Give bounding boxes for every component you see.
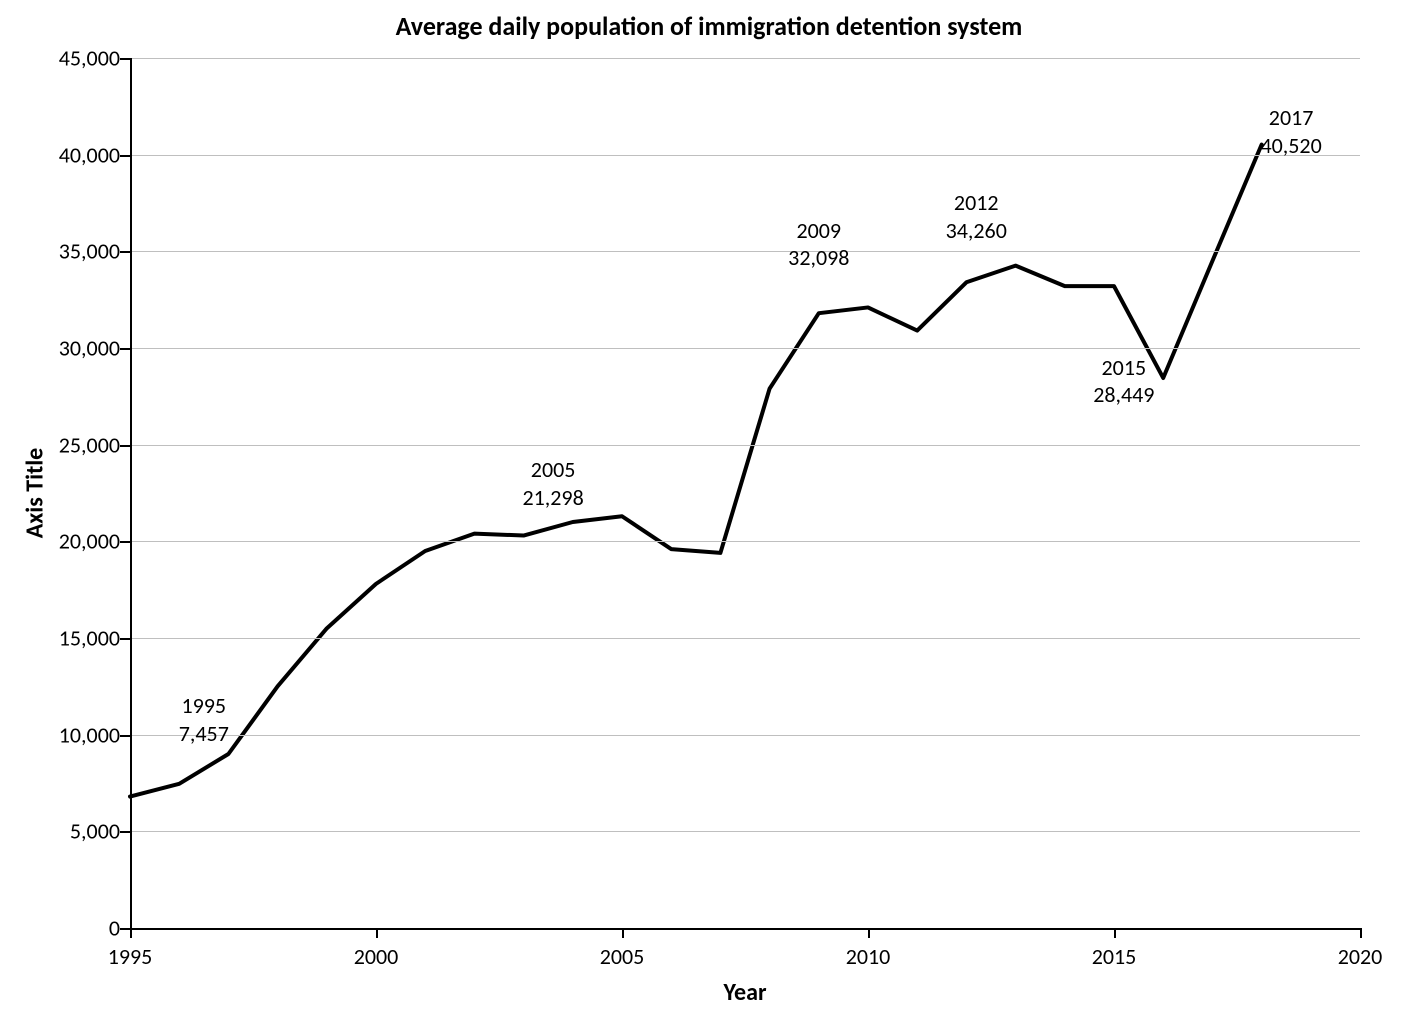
gridline	[130, 58, 1360, 59]
y-tick-label: 35,000	[59, 238, 120, 265]
y-tick-mark	[120, 348, 130, 350]
y-tick-mark	[120, 831, 130, 833]
line-series-svg	[130, 58, 1360, 928]
y-tick-label: 45,000	[59, 45, 120, 72]
gridline	[130, 541, 1360, 542]
data-label: 201528,449	[1093, 354, 1154, 409]
gridline	[130, 638, 1360, 639]
x-tick-label: 2020	[1338, 943, 1383, 970]
y-tick-mark	[120, 445, 130, 447]
y-tick-mark	[120, 735, 130, 737]
gridline	[130, 445, 1360, 446]
y-tick-label: 25,000	[59, 431, 120, 458]
y-tick-label: 30,000	[59, 335, 120, 362]
y-axis-line	[130, 58, 132, 928]
data-line	[130, 145, 1262, 797]
y-tick-mark	[120, 58, 130, 60]
y-tick-label: 15,000	[59, 625, 120, 652]
data-label: 201234,260	[946, 189, 1007, 244]
y-axis-title: Axis Title	[21, 448, 50, 539]
chart-title: Average daily population of immigration …	[0, 10, 1418, 42]
x-tick-mark	[1360, 928, 1362, 938]
x-tick-label: 2005	[600, 943, 645, 970]
y-tick-mark	[120, 638, 130, 640]
gridline	[130, 155, 1360, 156]
gridline	[130, 348, 1360, 349]
y-tick-label: 5,000	[70, 818, 120, 845]
x-tick-label: 2015	[1092, 943, 1137, 970]
x-tick-label: 2010	[846, 943, 891, 970]
chart-container: Average daily population of immigration …	[0, 0, 1418, 1011]
gridline	[130, 251, 1360, 252]
y-tick-mark	[120, 155, 130, 157]
y-tick-mark	[120, 928, 130, 930]
x-axis-title: Year	[723, 978, 766, 1007]
y-tick-label: 0	[109, 915, 120, 942]
data-label: 200521,298	[522, 456, 583, 511]
data-label: 201740,520	[1260, 104, 1321, 159]
plot-area: 05,00010,00015,00020,00025,00030,00035,0…	[130, 58, 1360, 928]
data-label: 19957,457	[179, 692, 229, 747]
y-tick-mark	[120, 541, 130, 543]
y-tick-label: 40,000	[59, 141, 120, 168]
gridline	[130, 735, 1360, 736]
y-tick-label: 10,000	[59, 721, 120, 748]
x-tick-label: 1995	[108, 943, 153, 970]
x-axis-line	[130, 928, 1360, 930]
x-tick-label: 2000	[354, 943, 399, 970]
data-label: 200932,098	[788, 217, 849, 272]
gridline	[130, 831, 1360, 832]
y-tick-mark	[120, 251, 130, 253]
y-tick-label: 20,000	[59, 528, 120, 555]
